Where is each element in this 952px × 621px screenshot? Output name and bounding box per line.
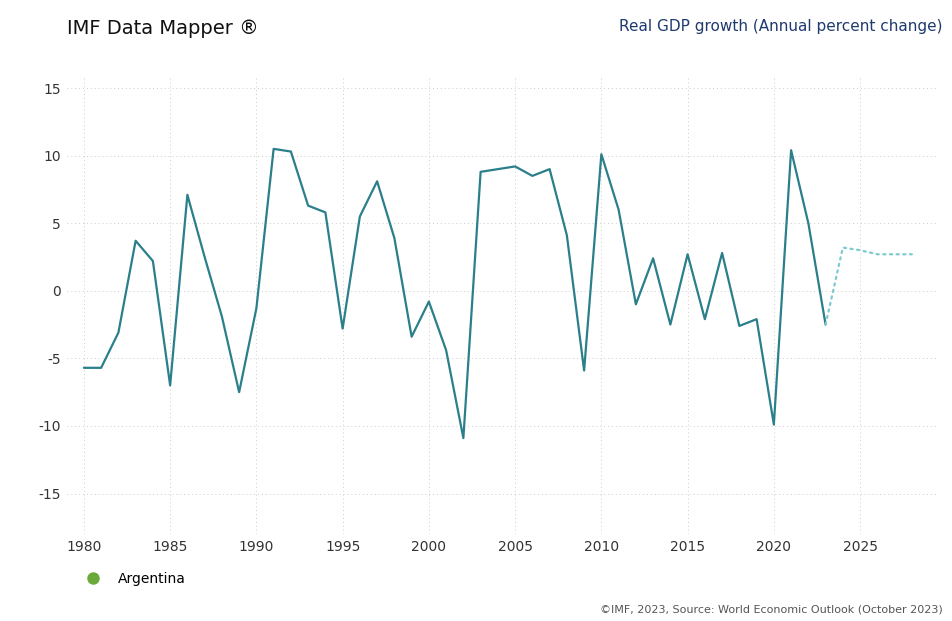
Text: Real GDP growth (Annual percent change): Real GDP growth (Annual percent change) bbox=[619, 19, 942, 34]
Legend: Argentina: Argentina bbox=[73, 566, 191, 591]
Text: IMF Data Mapper ®: IMF Data Mapper ® bbox=[67, 19, 258, 38]
Text: ©IMF, 2023, Source: World Economic Outlook (October 2023): ©IMF, 2023, Source: World Economic Outlo… bbox=[600, 605, 942, 615]
